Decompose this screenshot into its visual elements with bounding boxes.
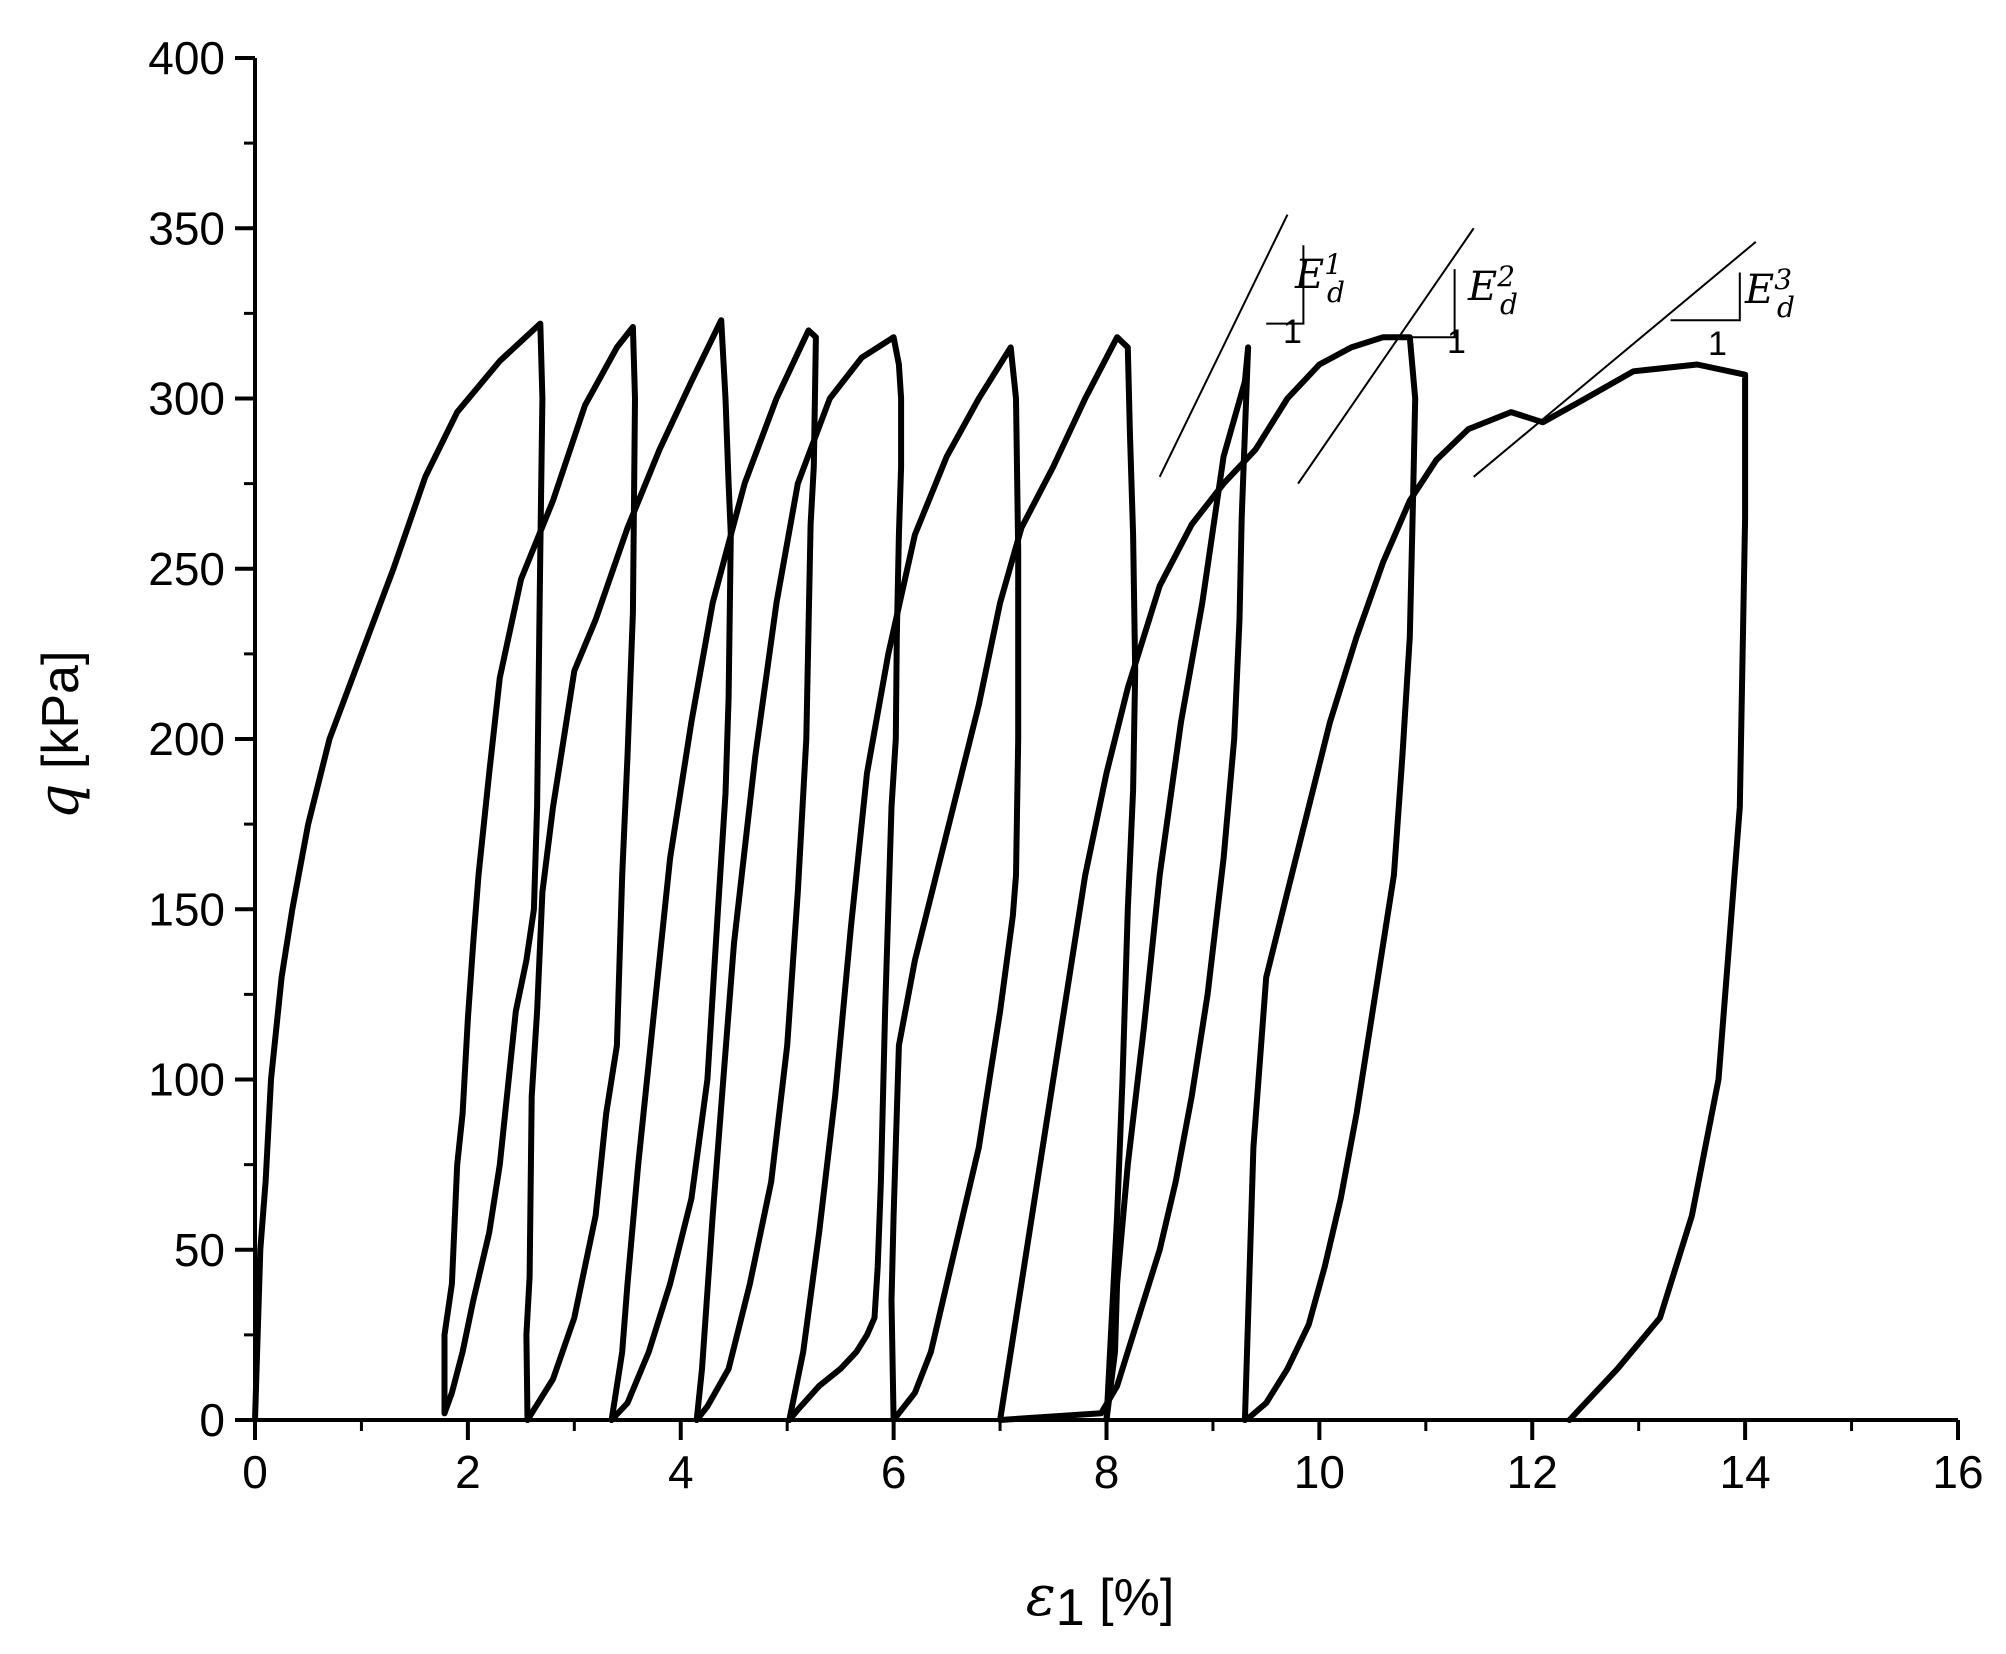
y-tick-label: 100 bbox=[148, 1054, 225, 1106]
slope-subscript: d bbox=[1500, 288, 1518, 321]
y-tick-label: 150 bbox=[148, 883, 225, 935]
series-group bbox=[252, 317, 1749, 1423]
series-line-4 bbox=[608, 327, 819, 1423]
x-tick-label: 4 bbox=[668, 1446, 694, 1498]
slope-symbol: E bbox=[1294, 252, 1324, 298]
series-line-9 bbox=[997, 334, 1419, 1423]
tangent-line bbox=[1297, 227, 1475, 485]
series-line-1 bbox=[252, 320, 546, 1423]
series-line-6 bbox=[786, 344, 1022, 1423]
slope-subscript: d bbox=[1777, 291, 1795, 324]
slope-run-label: 1 bbox=[1447, 323, 1466, 361]
series-line-2 bbox=[441, 324, 638, 1423]
y-tick-label: 300 bbox=[148, 373, 225, 425]
x-tick-label: 16 bbox=[1932, 1446, 1983, 1498]
series-line-10 bbox=[1241, 361, 1749, 1423]
y-tick-label: 400 bbox=[148, 32, 225, 84]
x-axis-symbol: ε bbox=[1026, 1564, 1056, 1629]
y-axis-title: q [kPa] bbox=[27, 651, 92, 820]
slope-superscript: 1 bbox=[1324, 248, 1342, 281]
y-axis-symbol: q bbox=[27, 784, 92, 820]
y-tick-label: 350 bbox=[148, 202, 225, 254]
slope-triangle bbox=[1670, 272, 1741, 322]
slope-triangle bbox=[1409, 269, 1456, 339]
series-line-3 bbox=[523, 317, 734, 1423]
slope-superscript: 3 bbox=[1774, 263, 1792, 296]
slope-triangle bbox=[1266, 245, 1305, 325]
y-tick-label: 200 bbox=[148, 713, 225, 765]
slope-annotation-2: E2 d1 bbox=[1297, 227, 1518, 485]
x-tick-label: 14 bbox=[1720, 1446, 1771, 1498]
series-line-7 bbox=[888, 334, 1139, 1423]
slope-run-label: 1 bbox=[1283, 313, 1302, 351]
axis-titles: ε1 [%] q [kPa] bbox=[27, 651, 1174, 1637]
x-tick-label: 0 bbox=[242, 1446, 268, 1498]
x-axis-subscript: 1 bbox=[1056, 1579, 1085, 1637]
y-axis-unit: [kPa] bbox=[32, 651, 90, 784]
tangent-line bbox=[1158, 214, 1289, 478]
x-tick-label: 2 bbox=[455, 1446, 481, 1498]
slope-subscript: d bbox=[1327, 276, 1345, 309]
x-axis-title: ε1 [%] bbox=[1026, 1564, 1175, 1637]
slope-label: E1 d bbox=[1294, 248, 1345, 309]
slope-superscript: 2 bbox=[1496, 260, 1515, 293]
slope-symbol: E bbox=[1467, 264, 1497, 310]
slope-annotation-3: E3 d1 bbox=[1473, 241, 1795, 478]
x-tick-label: 8 bbox=[1094, 1446, 1120, 1498]
series-line-5 bbox=[693, 334, 905, 1423]
slope-label: E2 d bbox=[1467, 260, 1518, 321]
series-line-8 bbox=[997, 344, 1252, 1423]
slope-symbol: E bbox=[1744, 267, 1774, 313]
y-tick-label: 0 bbox=[199, 1394, 225, 1446]
x-axis-unit: [%] bbox=[1085, 1569, 1175, 1627]
slope-run-label: 1 bbox=[1708, 325, 1727, 363]
y-tick-label: 50 bbox=[174, 1224, 225, 1276]
x-tick-label: 12 bbox=[1507, 1446, 1558, 1498]
slope-label: E3 d bbox=[1744, 263, 1795, 324]
tangent-line bbox=[1473, 241, 1757, 478]
y-tick-label: 250 bbox=[148, 543, 225, 595]
x-tick-label: 10 bbox=[1294, 1446, 1345, 1498]
x-tick-label: 6 bbox=[881, 1446, 907, 1498]
slope-annotation-1: E1 d1 bbox=[1158, 214, 1345, 478]
